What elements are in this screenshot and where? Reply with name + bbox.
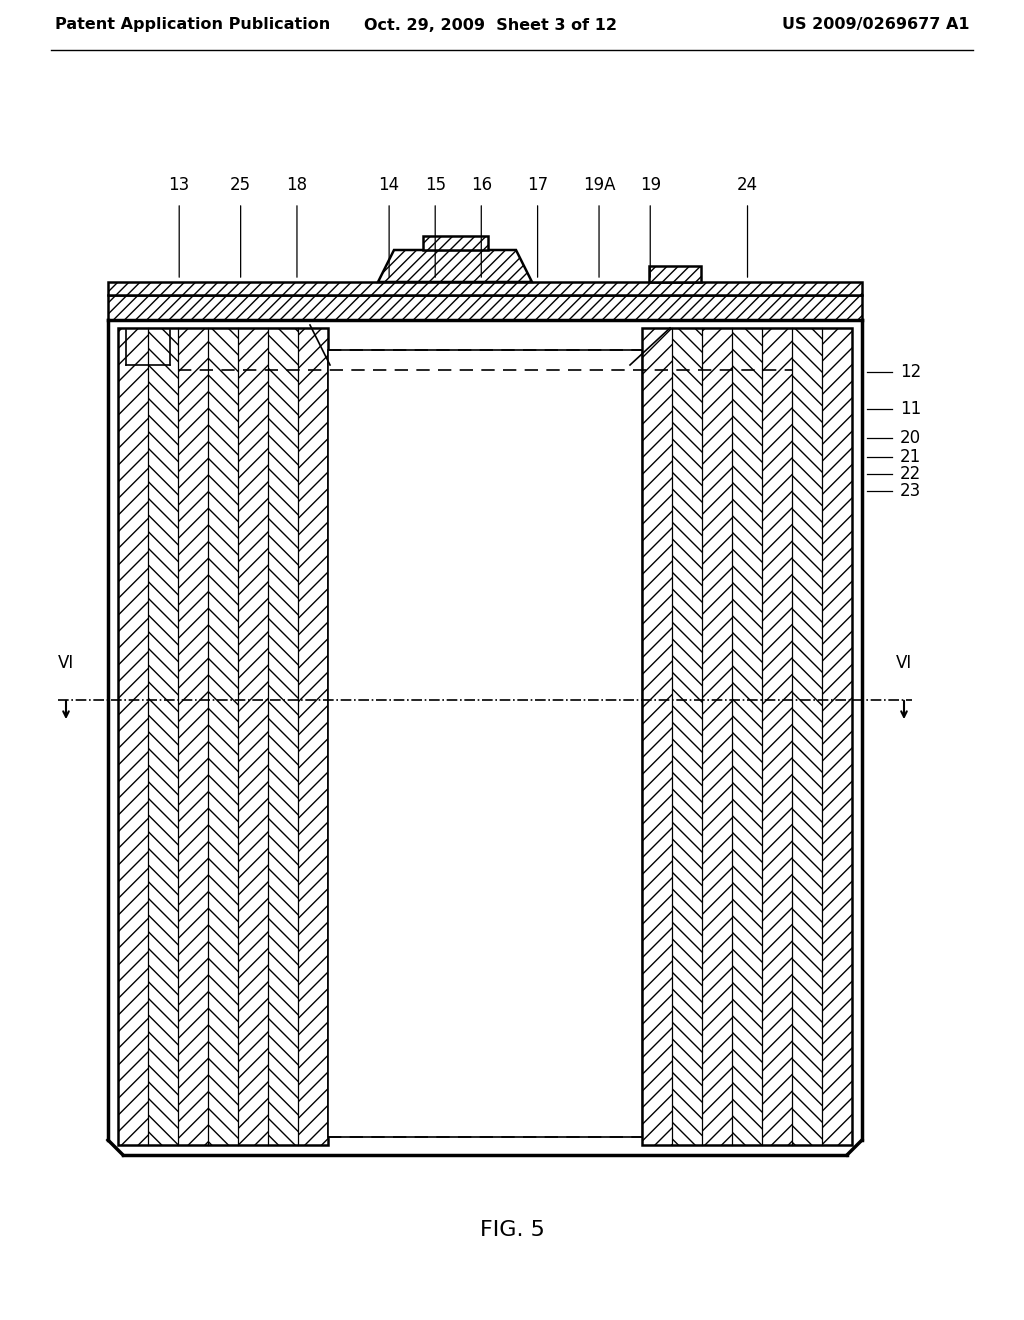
Text: 25: 25	[230, 176, 251, 194]
Bar	[118, 327, 328, 1144]
Bar	[822, 327, 852, 1144]
Text: US 2009/0269677 A1: US 2009/0269677 A1	[782, 17, 970, 33]
Text: VI: VI	[896, 653, 912, 672]
Bar	[108, 294, 862, 319]
Bar	[649, 267, 701, 282]
Bar	[268, 327, 298, 1144]
Text: 19: 19	[640, 176, 660, 194]
Text: Patent Application Publication: Patent Application Publication	[55, 17, 331, 33]
Bar	[298, 327, 328, 1144]
Bar	[178, 327, 208, 1144]
Bar	[268, 327, 298, 1144]
Bar	[238, 327, 268, 1144]
Text: 17: 17	[527, 176, 548, 194]
Bar	[148, 327, 178, 1144]
Bar	[108, 294, 862, 319]
Bar	[328, 350, 642, 1137]
Bar	[208, 327, 238, 1144]
Bar	[148, 327, 178, 1144]
Bar	[118, 327, 148, 1144]
Bar	[118, 327, 148, 1144]
Text: 15: 15	[425, 176, 445, 194]
Text: 12: 12	[900, 363, 922, 381]
Bar	[642, 327, 852, 1144]
Bar	[108, 282, 862, 294]
Bar	[649, 267, 701, 282]
Bar	[238, 327, 268, 1144]
Bar	[423, 236, 488, 249]
Bar	[762, 327, 792, 1144]
Bar	[642, 327, 672, 1144]
Text: 14: 14	[379, 176, 399, 194]
Text: 20: 20	[900, 429, 922, 447]
Text: 21: 21	[900, 447, 922, 466]
Bar	[702, 327, 732, 1144]
Text: 13: 13	[169, 176, 189, 194]
Bar	[208, 327, 238, 1144]
Bar	[732, 327, 762, 1144]
Bar	[672, 327, 702, 1144]
Bar	[792, 327, 822, 1144]
Text: 23: 23	[900, 482, 922, 500]
Text: 24: 24	[737, 176, 758, 194]
Text: VI: VI	[58, 653, 74, 672]
Text: 18: 18	[287, 176, 307, 194]
Bar	[298, 327, 328, 1144]
Text: 19A: 19A	[583, 176, 615, 194]
Bar	[108, 282, 862, 294]
Text: 11: 11	[900, 400, 922, 418]
Bar	[178, 327, 208, 1144]
Text: Oct. 29, 2009  Sheet 3 of 12: Oct. 29, 2009 Sheet 3 of 12	[364, 17, 616, 33]
Text: 16: 16	[471, 176, 492, 194]
Bar	[423, 236, 488, 249]
Text: 22: 22	[900, 465, 922, 483]
Text: FIG. 5: FIG. 5	[479, 1220, 545, 1239]
Polygon shape	[378, 249, 532, 282]
